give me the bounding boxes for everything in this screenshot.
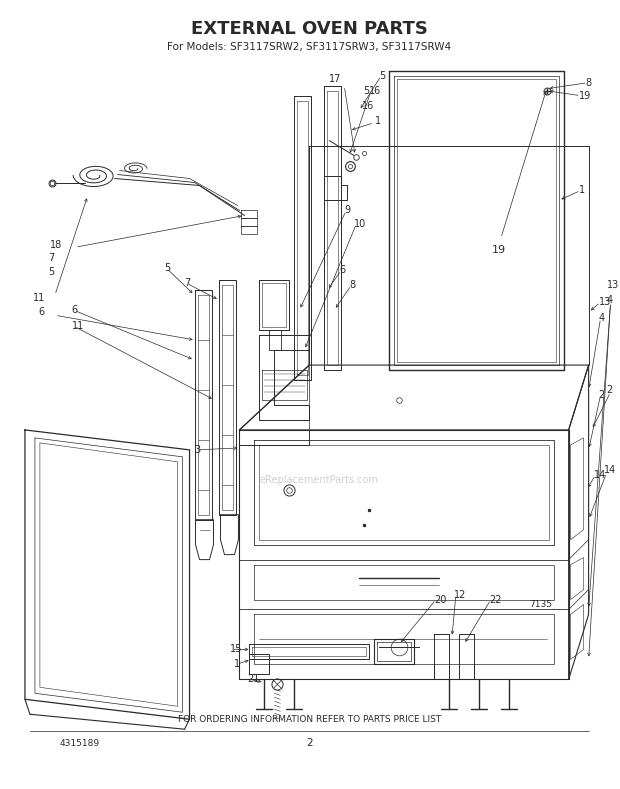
Text: 4315189: 4315189 xyxy=(60,739,100,748)
Text: 12: 12 xyxy=(454,589,466,600)
Text: 1: 1 xyxy=(578,185,585,196)
Text: FOR ORDERING INFORMATION REFER TO PARTS PRICE LIST: FOR ORDERING INFORMATION REFER TO PARTS … xyxy=(178,715,441,724)
Text: 8: 8 xyxy=(349,280,355,290)
Text: 13: 13 xyxy=(606,280,619,290)
Text: 5: 5 xyxy=(165,264,171,273)
Text: 20: 20 xyxy=(434,595,446,604)
Text: 5: 5 xyxy=(379,71,386,80)
Text: eReplacementParts.com: eReplacementParts.com xyxy=(260,475,379,484)
Text: 11: 11 xyxy=(33,294,45,303)
Text: 11: 11 xyxy=(72,321,84,331)
Text: For Models: SF3117SRW2, SF3117SRW3, SF3117SRW4: For Models: SF3117SRW2, SF3117SRW3, SF31… xyxy=(167,42,451,52)
Text: 22: 22 xyxy=(489,595,502,604)
Text: 5: 5 xyxy=(48,267,55,277)
Text: 5: 5 xyxy=(363,86,369,95)
Text: EXTERNAL OVEN PARTS: EXTERNAL OVEN PARTS xyxy=(191,20,428,38)
Text: 6: 6 xyxy=(39,307,45,317)
Text: 2: 2 xyxy=(606,385,613,395)
Text: 14: 14 xyxy=(593,469,606,480)
Text: 15: 15 xyxy=(229,645,242,654)
Text: 13: 13 xyxy=(598,297,611,307)
Text: 1: 1 xyxy=(234,660,241,669)
Text: 16: 16 xyxy=(369,86,381,95)
Text: 7135: 7135 xyxy=(529,600,552,609)
Text: 6: 6 xyxy=(339,265,345,275)
Text: 7: 7 xyxy=(185,279,191,288)
Text: 14: 14 xyxy=(604,465,616,475)
Text: 19: 19 xyxy=(578,91,591,101)
Text: 18: 18 xyxy=(50,241,62,250)
Text: 2: 2 xyxy=(598,390,605,400)
Text: 17: 17 xyxy=(329,73,342,84)
Text: 6: 6 xyxy=(72,305,78,315)
Text: 21: 21 xyxy=(247,675,260,684)
Text: 9: 9 xyxy=(344,205,350,215)
Text: 3: 3 xyxy=(195,445,201,455)
Text: 2: 2 xyxy=(306,739,312,748)
Text: 1: 1 xyxy=(375,116,381,125)
Text: 10: 10 xyxy=(354,219,366,230)
Text: 8: 8 xyxy=(586,78,591,88)
Text: 19: 19 xyxy=(492,245,506,256)
Text: 4: 4 xyxy=(598,313,604,323)
Text: 4: 4 xyxy=(606,295,613,305)
Text: 16: 16 xyxy=(362,101,374,110)
Text: 7: 7 xyxy=(48,253,55,264)
